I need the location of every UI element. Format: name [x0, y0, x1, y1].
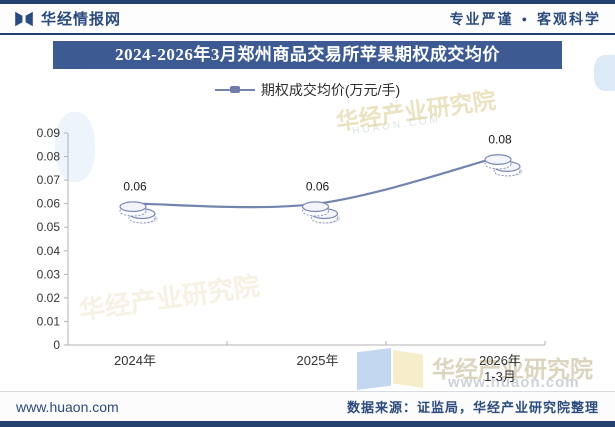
data-point-coin-marker	[484, 154, 523, 177]
y-axis-tick-label: 0	[53, 338, 60, 352]
y-axis-tick-label: 0.07	[37, 173, 61, 187]
y-axis-tick-label: 0.02	[37, 291, 61, 305]
header-tagline: 专业严谨 ● 客观科学	[450, 9, 601, 29]
top-border-bar	[0, 0, 615, 4]
footer: www.huaon.com 数据来源：证监局，华经产业研究院整理	[0, 391, 615, 421]
chart-legend: 期权成交均价(万元/手)	[0, 80, 615, 100]
tagline-right: 客观科学	[537, 10, 601, 27]
y-axis-tick-label: 0.03	[37, 267, 61, 281]
axes	[64, 132, 546, 346]
data-point-coin-marker	[119, 201, 158, 224]
chart-title: 2024-2026年3月郑州商品交易所苹果期权成交均价	[115, 45, 500, 64]
tagline-separator-dot: ●	[521, 13, 529, 24]
tagline-left: 专业严谨	[449, 10, 514, 27]
legend-label: 期权成交均价(万元/手)	[260, 82, 401, 98]
line-chart: 0 0.01 0.02 0.03 0.04 0.05 0.06 0.07 0.08 0.09 202…	[37, 126, 546, 384]
data-point-coin-marker	[301, 201, 341, 224]
footer-data-source: 数据来源：证监局，华经产业研究院整理	[346, 400, 599, 415]
data-point-label: 0.06	[306, 180, 330, 194]
bottom-border-bar	[0, 421, 615, 427]
y-axis-tick-label: 0.04	[37, 244, 61, 258]
x-axis-tick-label: 2024年	[114, 353, 156, 368]
data-point-label: 0.08	[488, 133, 512, 147]
legend-marker-dot	[229, 86, 240, 93]
brand-name: 华经情报网	[41, 11, 122, 28]
chart-title-banner: 2024-2026年3月郑州商品交易所苹果期权成交均价	[53, 41, 562, 69]
legend-line-marker-icon	[214, 86, 255, 93]
y-axis-tick-label: 0.08	[37, 150, 61, 164]
x-axis-tick-label: 2025年	[297, 353, 339, 368]
huajing-logo-icon	[15, 11, 33, 26]
brand: 华经情报网	[14, 8, 121, 29]
y-axis-tick-label: 0.05	[37, 220, 61, 234]
y-axis-tick-label: 0.06	[37, 197, 61, 211]
y-axis-tick-label: 0.09	[37, 126, 61, 140]
footer-site-link[interactable]: www.huaon.com	[16, 398, 119, 415]
y-axis-tick-label: 0.01	[37, 314, 61, 328]
x-axis-tick-sublabel: 1-3月	[484, 369, 516, 384]
data-point-label: 0.06	[123, 180, 147, 194]
x-axis-tick-label: 2026年	[479, 353, 521, 368]
header: 华经情报网 专业严谨 ● 客观科学	[0, 4, 615, 33]
header-divider	[0, 33, 615, 35]
